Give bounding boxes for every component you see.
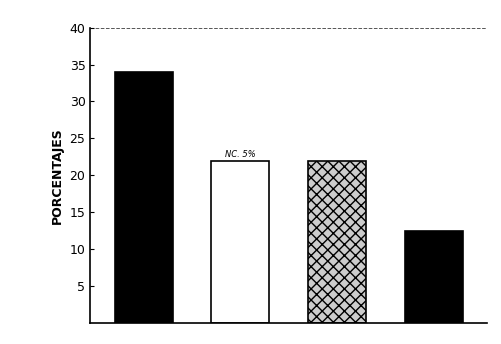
Y-axis label: PORCENTAJES: PORCENTAJES bbox=[51, 127, 64, 224]
Bar bbox=[404, 231, 462, 323]
Bar bbox=[114, 72, 172, 323]
Bar bbox=[308, 161, 365, 323]
Text: NC. 5%: NC. 5% bbox=[224, 150, 255, 159]
Bar bbox=[211, 161, 269, 323]
